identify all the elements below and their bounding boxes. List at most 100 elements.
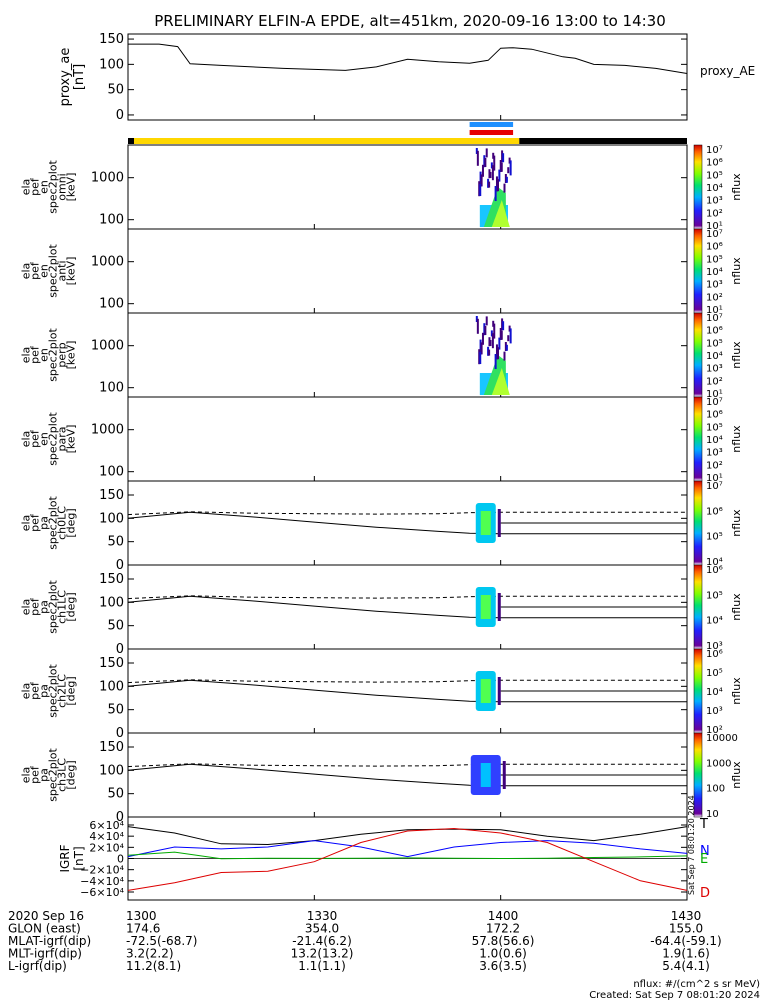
- colorbar-label: 10³: [706, 196, 723, 207]
- pa-overlay-7: [127, 671, 687, 711]
- bar-left-cap: [128, 138, 134, 144]
- spectrogram-speck: [480, 174, 483, 187]
- ylabel-line: ela: [20, 767, 33, 784]
- antiloss-cone-line: [127, 595, 687, 600]
- spectrogram-speck: [509, 328, 512, 344]
- ytick-label: 1000: [91, 171, 124, 186]
- spectrogram-speck: [476, 318, 479, 334]
- footer-table: 2020 Sep 16 1300 1330 1400 1430 GLON (east) 17…: [8, 909, 722, 973]
- ytick-label: 150: [99, 740, 124, 755]
- colorbar-8: 10000 1000 100 10 nflux: [693, 732, 743, 820]
- ytick-label: 0: [116, 108, 124, 123]
- colorbar-scale: [693, 144, 703, 230]
- colorbar-label: 10³: [706, 448, 723, 459]
- spectrogram-speck: [501, 150, 504, 163]
- colorbar-title: nflux: [730, 257, 743, 285]
- ylabel-line: pef: [29, 513, 42, 532]
- footer-value: 155.0: [669, 922, 703, 936]
- footer-label: 2020 Sep 16: [8, 909, 84, 923]
- pa-blob-core: [480, 679, 491, 703]
- colorbar-label: 10¹: [706, 221, 723, 232]
- colorbar-label: 10⁶: [706, 565, 723, 576]
- ylabel-line: ela: [20, 179, 33, 196]
- spectrogram-speck: [484, 158, 487, 167]
- ytick-label: 0: [117, 853, 124, 866]
- ylabel-line: [deg]: [65, 760, 78, 789]
- colorbar-label: 10¹: [706, 389, 723, 400]
- ylabel-line: pef: [29, 429, 42, 448]
- colorbar-label: 10: [706, 809, 719, 820]
- colorbar-label: 10⁵: [706, 532, 723, 543]
- colorbar-title: nflux: [730, 593, 743, 621]
- antiloss-cone-line: [127, 511, 687, 516]
- spectrogram-speck: [503, 351, 506, 361]
- spectrogram-speck: [481, 164, 484, 177]
- ylabel-line: pa: [38, 768, 51, 782]
- plot-title: PRELIMINARY ELFIN-A EPDE, alt=451km, 202…: [154, 12, 666, 30]
- colorbar-label: 10⁷: [706, 229, 723, 240]
- colorbar-label: 10⁷: [706, 145, 723, 156]
- footer-value: 1300: [126, 909, 157, 923]
- antiloss-cone-line: [127, 679, 687, 684]
- colorbar-label: 10¹: [706, 305, 723, 316]
- footer-value: 13.2(13.2): [291, 947, 354, 961]
- spectrogram-speck: [499, 328, 502, 340]
- panel-frame: [127, 33, 688, 121]
- ytick-label: −4×10⁴: [80, 875, 124, 888]
- ylabel-line: anti: [56, 260, 69, 281]
- ylabel-line: perp: [56, 342, 69, 367]
- colorbar-title: nflux: [730, 425, 743, 453]
- ylabel-line: pef: [29, 261, 42, 280]
- ytick-label: 50: [107, 787, 124, 802]
- footer-value: 3.6(3.5): [479, 959, 527, 973]
- spectrogram-speck: [479, 339, 482, 355]
- right-label: proxy_AE: [700, 64, 755, 78]
- spectrogram-speck: [483, 155, 486, 168]
- spectrogram-speck: [485, 316, 488, 326]
- pa-blob-core: [480, 511, 491, 535]
- ylabel-line: proxy_ae: [58, 48, 73, 107]
- ylabel-line: spec2plot: [47, 664, 60, 718]
- colorbar-scale: [693, 648, 703, 734]
- colorbar-label: 10³: [706, 364, 723, 375]
- spectrogram-speck: [488, 337, 491, 347]
- ytick-label: 4×10⁴: [89, 830, 124, 843]
- ylabel-line: en: [38, 264, 51, 278]
- ylabel-line: [deg]: [65, 592, 78, 621]
- colorbar-label: 10⁶: [706, 326, 723, 337]
- colorbar-label: 10⁶: [706, 506, 723, 517]
- sunlight-bar: [128, 138, 520, 144]
- colorbar-scale: [693, 228, 703, 314]
- spectrogram-speck: [508, 325, 511, 332]
- spectrogram-speck: [507, 335, 510, 342]
- ytick-label: 0: [116, 558, 124, 573]
- colorbar-title: nflux: [730, 341, 743, 369]
- footer-label: MLAT-igrf(dip): [8, 934, 91, 948]
- ylabel-line: spec2plot: [47, 580, 60, 634]
- ytick-label: 150: [99, 572, 124, 587]
- shadow-bar: [519, 138, 687, 144]
- ylabel-line: spec2plot: [47, 412, 60, 466]
- pa-blob-core: [480, 595, 491, 619]
- ylabel-line: [deg]: [65, 676, 78, 705]
- pa-blob-core: [480, 763, 491, 787]
- footer-label: L-igrf(dip): [8, 959, 67, 973]
- spectrogram-speck: [505, 176, 508, 183]
- ytick-label: 150: [99, 488, 124, 503]
- ylabel-line: ela: [20, 347, 33, 364]
- ytick-label: 1000: [91, 255, 124, 270]
- ytick-label: 100: [99, 57, 124, 72]
- igrf-legend-d: D: [700, 886, 710, 901]
- spectrogram-speck: [481, 332, 484, 345]
- spectrogram-speck: [491, 333, 494, 349]
- ylabel-line: en: [38, 180, 51, 194]
- footer-value: 3.2(2.2): [126, 947, 174, 961]
- colorbar-label: 10⁷: [706, 481, 723, 492]
- ytick-label: 100: [99, 763, 124, 778]
- science-zone-red: [469, 130, 514, 135]
- footer-value: 11.2(8.1): [126, 959, 181, 973]
